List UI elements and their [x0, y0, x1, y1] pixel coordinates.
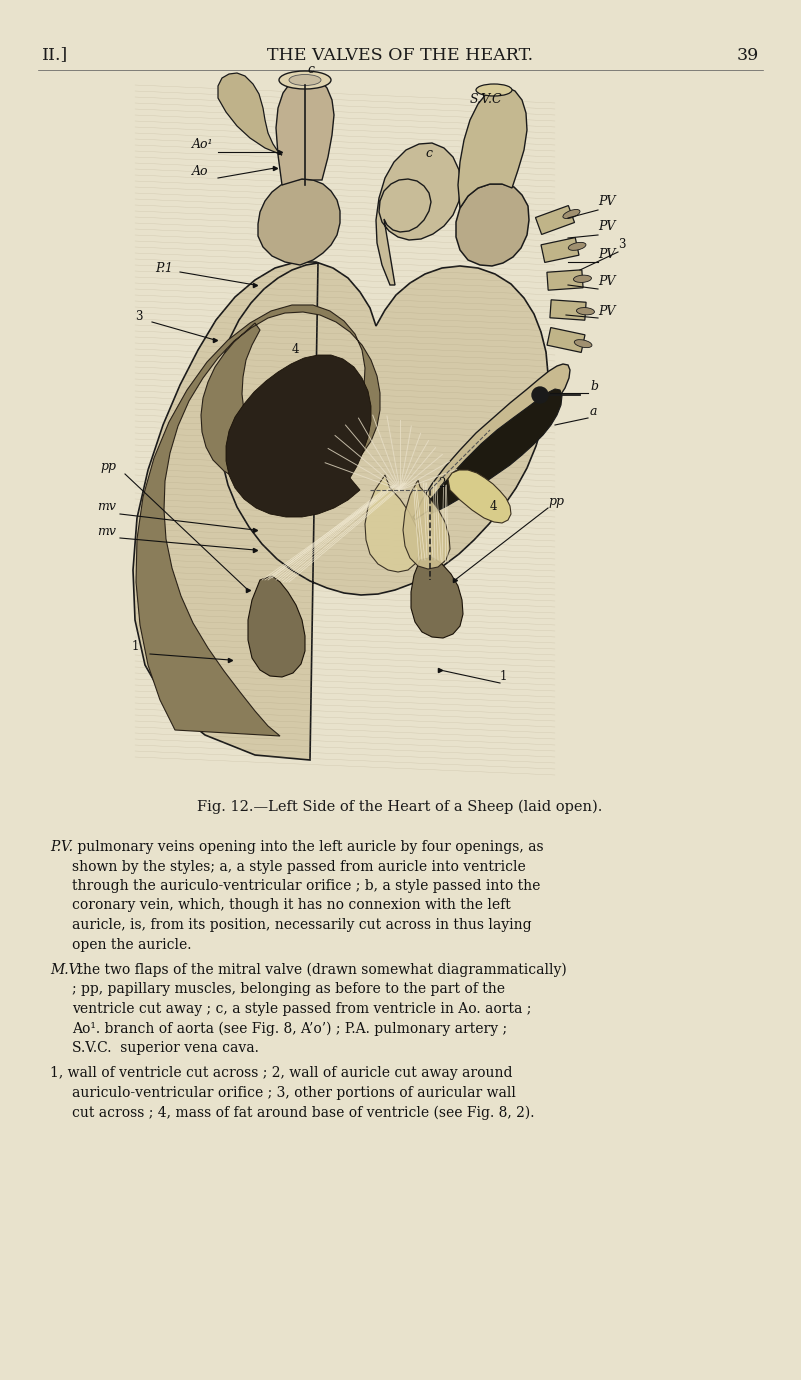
Ellipse shape: [563, 210, 580, 218]
Text: Fig. 12.—Left Side of the Heart of a Sheep (laid open).: Fig. 12.—Left Side of the Heart of a She…: [197, 800, 602, 814]
Text: PV: PV: [598, 219, 615, 233]
Polygon shape: [547, 270, 583, 290]
Polygon shape: [365, 475, 420, 571]
Text: cut across ; 4, mass of fat around base of ventricle (see Fig. 8, 2).: cut across ; 4, mass of fat around base …: [72, 1105, 534, 1121]
Text: open the auricle.: open the auricle.: [72, 937, 191, 951]
Text: pp: pp: [548, 495, 564, 508]
Polygon shape: [258, 179, 340, 265]
Text: b: b: [590, 380, 598, 393]
Text: 2: 2: [438, 477, 445, 490]
Text: mv: mv: [97, 524, 116, 538]
Ellipse shape: [476, 84, 512, 97]
Text: PV: PV: [598, 305, 615, 317]
Text: mv: mv: [97, 500, 116, 513]
Text: c: c: [425, 148, 432, 160]
Polygon shape: [136, 305, 380, 736]
Polygon shape: [428, 389, 562, 513]
Text: pulmonary veins opening into the left auricle by four openings, as: pulmonary veins opening into the left au…: [73, 840, 544, 854]
Polygon shape: [456, 184, 529, 266]
Polygon shape: [226, 355, 371, 518]
Polygon shape: [541, 237, 579, 262]
Polygon shape: [536, 206, 574, 235]
Text: 1: 1: [132, 640, 139, 653]
Polygon shape: [403, 480, 450, 569]
Polygon shape: [248, 575, 305, 678]
Text: P.V.: P.V.: [50, 840, 73, 854]
Polygon shape: [276, 75, 334, 185]
Text: 3: 3: [618, 237, 626, 251]
Polygon shape: [133, 262, 548, 760]
Text: ; pp, papillary muscles, belonging as before to the part of the: ; pp, papillary muscles, belonging as be…: [72, 983, 505, 996]
Text: PV: PV: [598, 195, 615, 208]
Text: shown by the styles; a, a style passed from auricle into ventricle: shown by the styles; a, a style passed f…: [72, 860, 525, 874]
Text: PV: PV: [598, 275, 615, 288]
Text: a: a: [590, 404, 598, 418]
Text: M.V.: M.V.: [50, 963, 81, 977]
Text: pp: pp: [100, 460, 116, 473]
Text: 1, wall of ventricle cut across ; 2, wall of auricle cut away around: 1, wall of ventricle cut across ; 2, wal…: [50, 1067, 513, 1081]
Polygon shape: [550, 299, 586, 320]
Text: PV: PV: [598, 248, 615, 261]
Polygon shape: [411, 558, 463, 638]
Ellipse shape: [574, 339, 592, 348]
Polygon shape: [547, 327, 585, 352]
Text: the two flaps of the mitral valve (drawn somewhat diagrammatically): the two flaps of the mitral valve (drawn…: [73, 963, 567, 977]
Text: II.]: II.]: [42, 47, 68, 63]
Polygon shape: [376, 144, 461, 286]
Text: through the auriculo-ventricular orifice ; b, a style passed into the: through the auriculo-ventricular orifice…: [72, 879, 541, 893]
Text: 1: 1: [500, 671, 507, 683]
Text: S.V.C: S.V.C: [470, 92, 502, 106]
Text: 4: 4: [490, 500, 497, 513]
Text: auriculo-ventricular orifice ; 3, other portions of auricular wall: auriculo-ventricular orifice ; 3, other …: [72, 1086, 516, 1100]
Text: ventricle cut away ; c, a style passed from ventricle in Ao. aorta ;: ventricle cut away ; c, a style passed f…: [72, 1002, 531, 1016]
Ellipse shape: [577, 308, 594, 315]
Polygon shape: [413, 364, 570, 520]
Text: S.V.C.  superior vena cava.: S.V.C. superior vena cava.: [72, 1041, 259, 1054]
Text: P.1: P.1: [155, 262, 173, 275]
Ellipse shape: [574, 275, 591, 283]
Ellipse shape: [289, 75, 321, 86]
Polygon shape: [448, 471, 511, 523]
Text: THE VALVES OF THE HEART.: THE VALVES OF THE HEART.: [267, 47, 533, 63]
Text: 39: 39: [737, 47, 759, 63]
Text: Ao¹: Ao¹: [192, 138, 214, 150]
Text: coronary vein, which, though it has no connexion with the left: coronary vein, which, though it has no c…: [72, 898, 511, 912]
Text: 3: 3: [135, 310, 143, 323]
Ellipse shape: [568, 243, 586, 250]
Polygon shape: [458, 87, 527, 208]
Ellipse shape: [279, 70, 331, 88]
Text: auricle, is, from its position, necessarily cut across in thus laying: auricle, is, from its position, necessar…: [72, 918, 532, 932]
Text: c: c: [307, 63, 314, 76]
Text: 4: 4: [292, 344, 300, 356]
Text: Ao¹. branch of aorta (see Fig. 8, A’o’) ; P.A. pulmonary artery ;: Ao¹. branch of aorta (see Fig. 8, A’o’) …: [72, 1021, 507, 1036]
Circle shape: [532, 386, 548, 403]
Polygon shape: [218, 73, 282, 155]
Text: Ao: Ao: [192, 166, 208, 178]
